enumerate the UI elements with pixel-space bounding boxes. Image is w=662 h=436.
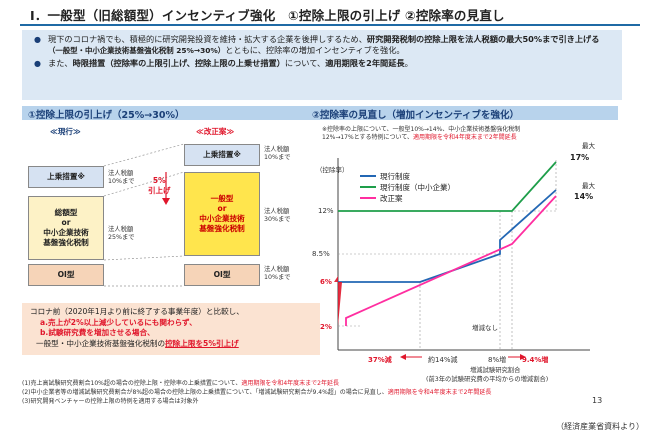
annot-text: 12%→17%とする特例について、 (322, 134, 414, 141)
current-label: ≪現行≫ (50, 127, 81, 136)
legend-sme: 現行制度（中小企業） (380, 182, 455, 192)
x-caption-1: 増減試験研究割合 (470, 365, 521, 374)
current-general-box: 総額型 or 中小企業技術 基盤強化税制 (28, 196, 104, 260)
intro-text: とともに、控除率の増加インセンティブを強化。 (225, 45, 405, 55)
footnote-3: (3)研究開発ベンチャーの控除上限の特例を適用する場合は対象外 (22, 398, 199, 405)
rate-annotation-a: ※控除率の上限について、一般型10%→14%、中小企業技術基盤強化税制 (322, 126, 521, 133)
max-17-label: 17% (570, 153, 589, 162)
condition-note: コロナ前（2020年1月より前に終了する事業年度）と比較し、 a.売上が2%以上… (22, 303, 320, 355)
x-label-8: 8%増 (488, 355, 506, 364)
current-surcharge-note: 法人税額 10%まで (108, 170, 135, 185)
note-line: a.売上が2%以上減少しているにも関わらず、 (40, 317, 197, 327)
note-line: b.試験研究費を増加させる場合、 (40, 328, 155, 337)
series-current (338, 189, 557, 283)
proposal-surcharge-box: 上乗措置※ (184, 144, 260, 166)
box-label: OI型 (213, 270, 231, 279)
proposal-label: ≪改正案≫ (196, 127, 235, 136)
box-label: 上乗措置※ (203, 150, 241, 159)
bullet-dot-icon: ● (34, 35, 41, 44)
rate-annotation-b: 12%→17%とする特例について、適用期限を令和4年度末まで2年間延長 (322, 134, 517, 142)
intro-box: ● 現下のコロナ禍でも、積極的に研究開発投資を維持・拡大する企業を後押しするため… (22, 30, 622, 100)
note-line: 一般型・中小企業技術基盤強化税制の (36, 338, 166, 348)
x-label-94: 9.4%増 (522, 355, 548, 364)
intro-text: また、 (48, 58, 73, 68)
series-sme (338, 161, 557, 212)
annot-highlight: 適用期限を令和4年度末まで2年間延長 (413, 134, 517, 141)
intro-bold: 適用期限を2年間延長 (325, 58, 405, 68)
proposal-surcharge-note: 法人税額 10%まで (264, 146, 291, 161)
proposal-oi-box: OI型 (184, 264, 260, 286)
page-number: 13 (592, 396, 603, 405)
footnote-1: (1)売上高試験研究費割合10%超の場合の控除上限・控除率の上乗措置について、適… (22, 380, 339, 388)
intro-bold: 研究開発税制の控除上限を法人税額の最大50%まで引き上げる (366, 34, 600, 44)
x-label-37: 37%減 (368, 355, 392, 364)
foot-text: (2)中小企業者等の増減試験研究費割合が8%超の場合の控除上限の上乗措置について… (22, 389, 388, 396)
intro-text: 現下のコロナ禍でも、積極的に研究開発投資を維持・拡大する企業を後押しするため、 (48, 34, 367, 44)
max-14-label: 14% (574, 192, 593, 201)
x-label-14: 約14%減 (428, 355, 458, 364)
foot-text: (1)売上高試験研究費割合10%超の場合の控除上限・控除率の上乗措置について、 (22, 380, 242, 387)
current-general-note: 法人税額 25%まで (108, 226, 135, 241)
y-tick-label: 8.5% (312, 250, 330, 258)
box-label: OI型 (57, 270, 75, 279)
intro-text: 。 (404, 58, 413, 68)
legend-current: 現行制度 (380, 171, 410, 181)
y-tick-label: 12% (318, 207, 334, 215)
max-label: 最大 (582, 141, 596, 150)
y-tick-label: 6% (320, 278, 332, 286)
no-increase-label: 増減なし (472, 323, 498, 332)
max-label: 最大 (582, 181, 596, 190)
intro-text: について、 (284, 58, 326, 68)
current-surcharge-box: 上乗措置※ (28, 166, 104, 188)
foot-highlight: 適用期限を令和4年度末まで2年間延長 (387, 389, 492, 396)
intro-bold-sub: （一般型・中小企業技術基盤強化税制 25%→30%） (48, 46, 226, 55)
legend-proposal: 改正案 (380, 193, 403, 203)
oi-note: 法人税額 10%まで (264, 266, 291, 281)
intro-bold: 時限措置（控除率の上限引上げ、控除上限の上乗せ措置） (72, 58, 285, 68)
raise-note: 5% 引上げ (148, 176, 171, 195)
title-divider (20, 24, 640, 26)
box-label: 一般型 or 中小企業技術 基盤強化税制 (199, 194, 245, 233)
bullet-dot-icon: ● (34, 59, 41, 68)
note-highlight: 控除上限を5%引上げ (165, 338, 239, 348)
intro-bullet-2: ● また、時限措置（控除率の上限引上げ、控除上限の上乗せ措置）について、適用期限… (32, 58, 614, 69)
proposal-general-box: 一般型 or 中小企業技術 基盤強化税制 (184, 172, 260, 256)
box-label: 上乗措置※ (47, 172, 85, 181)
section-head-left: ①控除上限の引上げ（25%→30%） (22, 106, 320, 121)
box-label: 総額型 or 中小企業技術 基盤強化税制 (43, 208, 89, 247)
page-title: Ⅰ．一般型（旧総額型）インセンティブ強化 ①控除上限の引上げ ②控除率の見直し (30, 8, 505, 23)
foot-highlight: 適用期限を令和4年度末まで2年延長 (241, 380, 339, 387)
proposal-general-note: 法人税額 30%まで (264, 208, 291, 223)
note-line: コロナ前（2020年1月より前に終了する事業年度）と比較し、 (30, 307, 244, 316)
section-head-right: ②控除率の見直し（増加インセンティブを強化） (306, 106, 618, 121)
y-axis-label: （控除率） (316, 165, 349, 174)
y-tick-label: 2% (320, 323, 332, 331)
series-proposal (345, 195, 557, 326)
current-oi-box: OI型 (28, 264, 104, 286)
intro-bullet-1: ● 現下のコロナ禍でも、積極的に研究開発投資を維持・拡大する企業を後押しするため… (32, 34, 614, 56)
footnote-2: (2)中小企業者等の増減試験研究費割合が8%超の場合の控除上限の上乗措置について… (22, 389, 491, 397)
x-caption-2: (前3年の試験研究費の平均からの増減割合) (426, 374, 548, 383)
source-note: （経済産業省資料より） (556, 422, 644, 431)
